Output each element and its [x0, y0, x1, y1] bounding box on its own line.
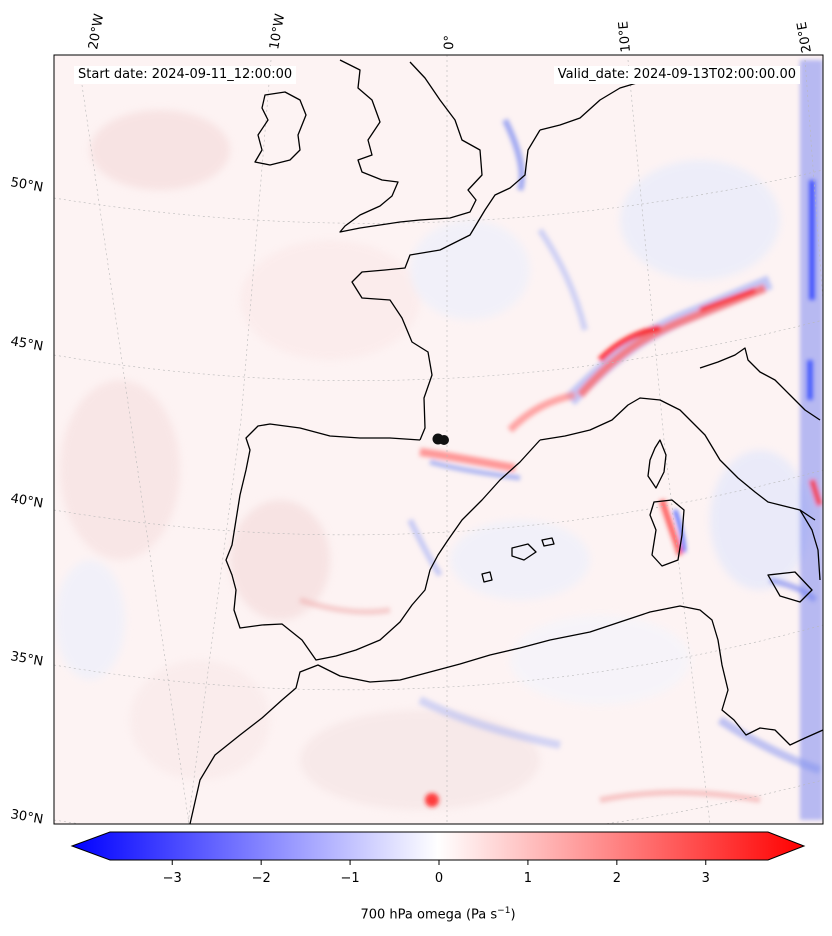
colorbar-label: 700 hPa omega (Pa s−1)	[0, 906, 832, 922]
coast-mallorca	[511, 543, 537, 561]
colorbar-tick-label: 0	[435, 871, 443, 886]
colorbar-tick-label: 3	[702, 871, 710, 886]
longitude-labels: 20°W 10°W 0° 10°E 20°E	[86, 13, 815, 54]
gridlines	[54, 55, 823, 824]
coast-italy-boot	[799, 509, 821, 581]
omega-field-background	[55, 110, 810, 810]
coast-menorca	[541, 537, 555, 547]
colorbar-unit: (Pa s	[465, 907, 498, 923]
latitude-labels: 50°N 45°N 40°N 35°N 30°N	[9, 175, 44, 827]
lon-label-0: 0°	[442, 35, 458, 50]
colorbar-tick-label: −3	[163, 871, 182, 886]
coast-ibiza	[481, 571, 493, 583]
coast-sardinia	[649, 499, 685, 567]
coast-iberia	[225, 423, 541, 661]
lat-label-35n: 35°N	[9, 649, 44, 669]
start-date-label: Start date: 2024-09-11_12:00:00	[74, 66, 297, 84]
lon-label-10e: 10°E	[616, 21, 634, 53]
colorbar-unit-exponent: −1	[497, 906, 511, 916]
lat-label-50n: 50°N	[9, 175, 44, 195]
omega-field-features	[299, 60, 823, 820]
coastlines	[189, 59, 823, 824]
colorbar-variable: 700 hPa omega	[360, 907, 462, 923]
colorbar-tick-label: 2	[613, 871, 621, 886]
colorbar-body	[70, 831, 806, 861]
map-panel	[54, 55, 823, 824]
lat-label-45n: 45°N	[9, 334, 44, 354]
lon-label-20e: 20°E	[795, 21, 815, 54]
valid-date-label: Valid_date: 2024-09-13T02:00:00.00	[553, 66, 800, 84]
coast-mediterranean-north	[539, 397, 816, 521]
coast-great-britain	[339, 59, 483, 233]
lon-label-20w: 20°W	[86, 13, 107, 51]
coast-adriatic	[699, 347, 821, 421]
colorbar-unit-close: )	[510, 907, 516, 923]
coast-france-north	[351, 129, 541, 441]
colorbar-tick-label: −2	[252, 871, 271, 886]
colorbar: −3 −2 −1 0 1 2 3	[70, 831, 806, 886]
colorbar-tick-label: −1	[340, 871, 359, 886]
colorbar-tick-label: 1	[524, 871, 532, 886]
colorbar-ticks: −3 −2 −1 0 1 2 3	[163, 860, 710, 886]
coast-corsica	[647, 439, 667, 489]
lon-label-10w: 10°W	[267, 13, 288, 51]
coast-ireland	[254, 91, 307, 166]
lat-label-30n: 30°N	[9, 807, 44, 827]
coast-north-africa	[189, 605, 823, 824]
map-frame	[53, 54, 824, 825]
location-marker	[432, 433, 449, 445]
coast-sicily	[767, 571, 813, 603]
lat-label-40n: 40°N	[9, 491, 44, 511]
